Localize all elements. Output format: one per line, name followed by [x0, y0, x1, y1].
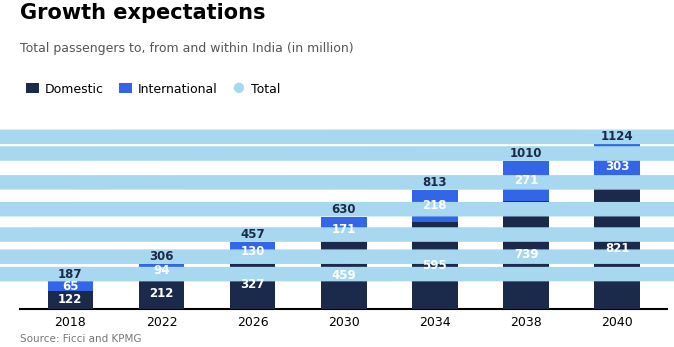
- Bar: [321, 242, 367, 309]
- Text: 218: 218: [423, 199, 447, 212]
- Text: 303: 303: [605, 160, 630, 173]
- Text: 187: 187: [58, 268, 83, 281]
- Bar: [412, 190, 458, 222]
- Text: Total passengers to, from and within India (in million): Total passengers to, from and within Ind…: [20, 42, 354, 54]
- Bar: [503, 161, 549, 201]
- Text: 595: 595: [423, 259, 448, 272]
- Text: 821: 821: [605, 242, 630, 255]
- Text: 1010: 1010: [510, 147, 543, 160]
- Text: 327: 327: [241, 278, 265, 291]
- Bar: [139, 278, 184, 309]
- Text: 306: 306: [149, 250, 174, 263]
- Circle shape: [0, 250, 674, 263]
- Bar: [230, 242, 276, 261]
- Circle shape: [0, 268, 674, 281]
- Circle shape: [0, 228, 674, 241]
- Bar: [594, 144, 640, 188]
- Bar: [412, 222, 458, 309]
- Text: 739: 739: [514, 248, 539, 261]
- Text: 212: 212: [149, 287, 174, 300]
- Legend: Domestic, International, Total: Domestic, International, Total: [26, 83, 281, 95]
- Text: 271: 271: [514, 174, 539, 187]
- Bar: [48, 281, 93, 291]
- Circle shape: [0, 176, 674, 189]
- Circle shape: [0, 203, 674, 216]
- Text: Source: Ficci and KPMG: Source: Ficci and KPMG: [20, 333, 142, 344]
- Bar: [139, 264, 184, 278]
- Bar: [321, 217, 367, 242]
- Text: 1124: 1124: [601, 130, 634, 143]
- Bar: [594, 188, 640, 309]
- Text: Growth expectations: Growth expectations: [20, 3, 266, 24]
- Text: 813: 813: [423, 176, 447, 189]
- Bar: [48, 291, 93, 309]
- Text: 630: 630: [332, 203, 356, 216]
- Text: 171: 171: [332, 222, 356, 236]
- Text: 459: 459: [332, 269, 356, 282]
- Circle shape: [0, 147, 674, 160]
- Bar: [503, 201, 549, 309]
- Bar: [230, 261, 276, 309]
- Text: 94: 94: [153, 264, 170, 277]
- Text: 130: 130: [241, 245, 265, 258]
- Text: 65: 65: [62, 280, 79, 293]
- Circle shape: [0, 130, 674, 143]
- Text: 457: 457: [241, 228, 265, 241]
- Text: 122: 122: [58, 294, 82, 306]
